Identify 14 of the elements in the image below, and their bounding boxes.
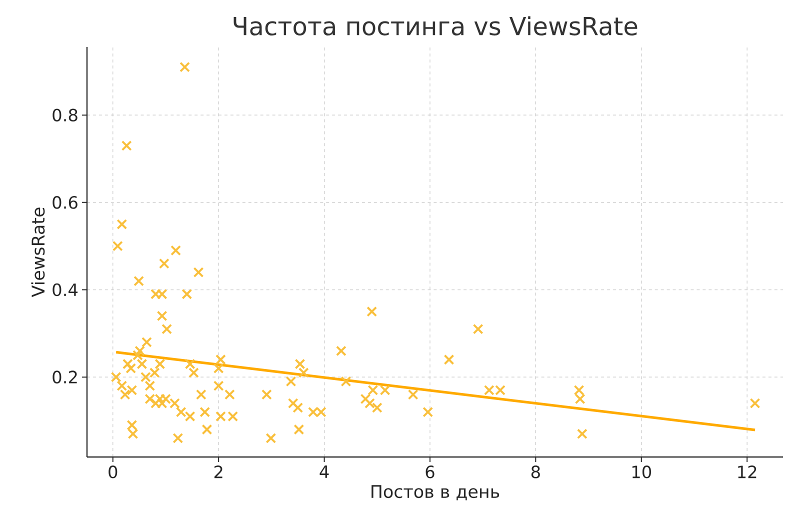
y-tick-label: 0.2 [52,370,77,384]
chart-title: Частота постинга vs ViewsRate [234,16,638,36]
y-tick-label: 0.4 [52,283,78,296]
x-tick-label: 6 [426,465,434,478]
y-axis-title: ViewsRate [31,208,45,298]
y-tick-label: 0.8 [52,108,78,122]
x-tick-label: 4 [320,466,329,478]
x-axis-title: Постов в день [372,485,500,500]
x-tick-label: 2 [214,465,222,478]
y-tick-label: 0.6 [52,196,78,209]
x-tick-label: 0 [108,465,118,478]
x-tick-label: 12 [738,465,756,478]
x-tick-label: 8 [531,465,540,478]
x-tick-label: 10 [632,465,652,478]
